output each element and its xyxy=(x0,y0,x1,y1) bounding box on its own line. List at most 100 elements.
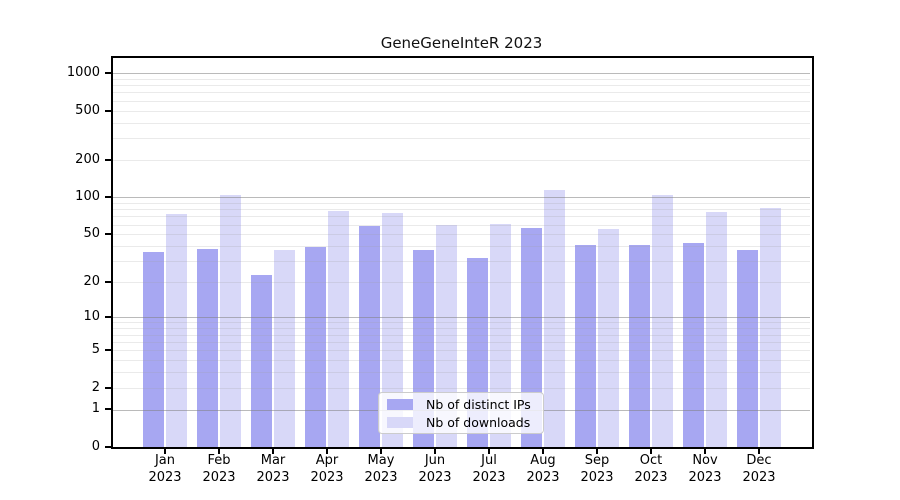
y-tick-mark-5 xyxy=(105,349,112,352)
chart-title: GeneGeneInteR 2023 xyxy=(380,34,543,52)
x-tick-month: Jul xyxy=(481,453,497,468)
x-tick-month: Aug xyxy=(530,453,556,468)
gridline-minor xyxy=(113,78,810,80)
gridline-minor xyxy=(113,359,810,361)
x-tick-label-may-2023: May 2023 xyxy=(353,453,409,486)
y-tick-mark-1 xyxy=(105,408,112,411)
legend-item-distinct-ips: Nb of distinct IPs xyxy=(387,397,535,412)
gridline-minor xyxy=(113,216,810,218)
x-tick-year: 2023 xyxy=(472,469,506,485)
bar-downloads-aug-2023 xyxy=(544,189,565,447)
bar-distinct-ips-oct-2023 xyxy=(629,244,650,447)
gridline-minor xyxy=(113,350,810,351)
x-tick-label-dec-2023: Dec 2023 xyxy=(731,453,787,486)
gridline-minor xyxy=(113,282,810,284)
legend: Nb of distinct IPs Nb of downloads xyxy=(378,392,544,434)
y-tick-label-10: 10 xyxy=(83,309,100,325)
x-tick-year: 2023 xyxy=(148,469,182,485)
gridline-minor xyxy=(113,234,810,236)
y-tick-mark-0 xyxy=(105,446,112,448)
x-tick-month: Apr xyxy=(315,453,339,468)
y-tick-mark-200 xyxy=(105,159,112,162)
gridline-minor xyxy=(113,110,810,112)
bar-downloads-mar-2023 xyxy=(274,250,295,447)
x-tick-mark-feb-2023 xyxy=(218,449,220,454)
bar-downloads-jun-2023 xyxy=(436,225,457,447)
y-tick-label-5: 5 xyxy=(91,342,100,358)
bar-distinct-ips-jan-2023 xyxy=(143,251,164,447)
x-tick-label-sep-2023: Sep 2023 xyxy=(569,453,625,486)
gridline-minor xyxy=(113,341,810,343)
y-tick-mark-500 xyxy=(105,109,112,112)
y-tick-mark-20 xyxy=(105,281,112,284)
gridline-minor xyxy=(113,322,810,324)
x-tick-mark-dec-2023 xyxy=(758,449,760,454)
y-tick-mark-2 xyxy=(105,386,112,389)
bar-distinct-ips-nov-2023 xyxy=(683,243,704,447)
x-tick-month: Dec xyxy=(746,453,772,468)
y-tick-label-50: 50 xyxy=(83,226,100,242)
bar-downloads-jul-2023 xyxy=(490,223,511,447)
gridline-major xyxy=(113,197,810,199)
legend-label-downloads: Nb of downloads xyxy=(426,414,531,430)
x-tick-label-oct-2023: Oct 2023 xyxy=(623,453,679,486)
bar-distinct-ips-mar-2023 xyxy=(251,275,272,447)
y-tick-label-2: 2 xyxy=(91,379,100,395)
x-tick-mark-jan-2023 xyxy=(164,449,166,454)
gridline-minor xyxy=(113,209,810,211)
x-tick-label-feb-2023: Feb 2023 xyxy=(191,453,247,486)
gridline-major xyxy=(113,317,810,319)
x-tick-month: Feb xyxy=(207,453,231,468)
gridline-minor xyxy=(113,100,810,102)
x-tick-label-jun-2023: Jun 2023 xyxy=(407,453,463,486)
bar-downloads-may-2023 xyxy=(382,213,403,447)
gridline-minor xyxy=(113,334,810,336)
y-tick-label-200: 200 xyxy=(75,152,100,168)
x-tick-mark-jun-2023 xyxy=(434,449,436,454)
x-tick-year: 2023 xyxy=(418,469,452,485)
y-tick-mark-10 xyxy=(105,316,112,319)
bar-distinct-ips-apr-2023 xyxy=(305,247,326,447)
y-tick-mark-50 xyxy=(105,233,112,236)
y-tick-label-1: 1 xyxy=(91,401,100,417)
y-tick-label-1000: 1000 xyxy=(66,65,100,81)
bar-downloads-apr-2023 xyxy=(328,210,349,447)
x-tick-year: 2023 xyxy=(202,469,236,485)
x-tick-year: 2023 xyxy=(688,469,722,485)
x-tick-mark-mar-2023 xyxy=(272,449,274,454)
bar-downloads-sep-2023 xyxy=(598,229,619,447)
y-tick-mark-100 xyxy=(105,196,112,199)
gridline-minor xyxy=(113,122,810,124)
x-tick-month: Nov xyxy=(692,453,718,468)
x-tick-mark-apr-2023 xyxy=(326,449,328,454)
x-tick-year: 2023 xyxy=(364,469,398,485)
y-tick-label-500: 500 xyxy=(75,102,100,118)
gridline-minor xyxy=(113,85,810,87)
gridline-minor xyxy=(113,224,810,226)
x-tick-year: 2023 xyxy=(310,469,344,485)
x-tick-mark-aug-2023 xyxy=(542,449,544,454)
x-tick-year: 2023 xyxy=(526,469,560,485)
x-tick-label-jan-2023: Jan 2023 xyxy=(137,453,193,486)
y-tick-label-100: 100 xyxy=(75,189,100,205)
gridline-minor xyxy=(113,246,810,247)
y-tick-mark-1000 xyxy=(105,72,112,75)
legend-label-distinct-ips: Nb of distinct IPs xyxy=(426,396,531,412)
bar-distinct-ips-sep-2023 xyxy=(575,244,596,447)
x-tick-mark-nov-2023 xyxy=(704,449,706,454)
gridline-minor xyxy=(113,160,810,161)
legend-swatch-distinct-ips xyxy=(387,398,413,410)
bar-distinct-ips-dec-2023 xyxy=(737,250,758,447)
x-tick-mark-may-2023 xyxy=(380,449,382,454)
x-tick-month: Oct xyxy=(639,453,663,468)
x-tick-year: 2023 xyxy=(256,469,290,485)
bar-downloads-jan-2023 xyxy=(166,214,187,447)
x-tick-label-apr-2023: Apr 2023 xyxy=(299,453,355,486)
gridline-major xyxy=(113,73,810,75)
x-tick-mark-sep-2023 xyxy=(596,449,598,454)
gridline-minor xyxy=(113,328,810,330)
gridline-minor xyxy=(113,261,810,263)
x-tick-label-nov-2023: Nov 2023 xyxy=(677,453,733,486)
gridline-minor xyxy=(113,202,810,204)
x-tick-month: Mar xyxy=(260,453,286,468)
